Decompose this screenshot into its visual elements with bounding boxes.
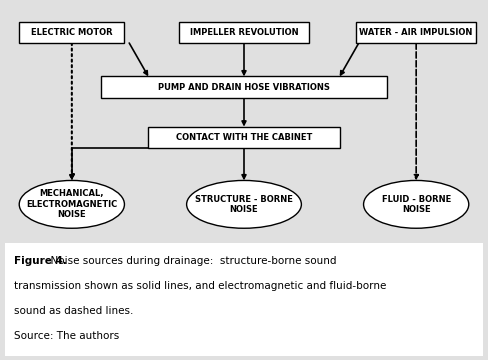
Text: Noise sources during drainage:  structure-borne sound: Noise sources during drainage: structure… bbox=[43, 256, 336, 266]
Ellipse shape bbox=[186, 180, 302, 228]
Text: Source: The authors: Source: The authors bbox=[15, 331, 120, 341]
Text: WATER - AIR IMPULSION: WATER - AIR IMPULSION bbox=[360, 28, 473, 37]
Ellipse shape bbox=[364, 180, 469, 228]
Text: transmission shown as solid lines, and electromagnetic and fluid-borne: transmission shown as solid lines, and e… bbox=[15, 281, 387, 291]
FancyBboxPatch shape bbox=[356, 22, 476, 43]
Text: ELECTRIC MOTOR: ELECTRIC MOTOR bbox=[31, 28, 113, 37]
Text: CONTACT WITH THE CABINET: CONTACT WITH THE CABINET bbox=[176, 133, 312, 142]
FancyBboxPatch shape bbox=[19, 22, 124, 43]
Text: IMPELLER REVOLUTION: IMPELLER REVOLUTION bbox=[190, 28, 298, 37]
FancyBboxPatch shape bbox=[101, 76, 387, 98]
FancyBboxPatch shape bbox=[5, 243, 483, 356]
FancyBboxPatch shape bbox=[180, 22, 308, 43]
FancyBboxPatch shape bbox=[148, 127, 340, 148]
Text: STRUCTURE - BORNE
NOISE: STRUCTURE - BORNE NOISE bbox=[195, 195, 293, 214]
Text: Figure 4.: Figure 4. bbox=[15, 256, 67, 266]
Text: FLUID - BORNE
NOISE: FLUID - BORNE NOISE bbox=[382, 195, 451, 214]
Text: MECHANICAL,
ELECTROMAGNETIC
NOISE: MECHANICAL, ELECTROMAGNETIC NOISE bbox=[26, 189, 118, 219]
Ellipse shape bbox=[19, 180, 124, 228]
Text: sound as dashed lines.: sound as dashed lines. bbox=[15, 306, 134, 316]
Text: PUMP AND DRAIN HOSE VIBRATIONS: PUMP AND DRAIN HOSE VIBRATIONS bbox=[158, 83, 330, 92]
